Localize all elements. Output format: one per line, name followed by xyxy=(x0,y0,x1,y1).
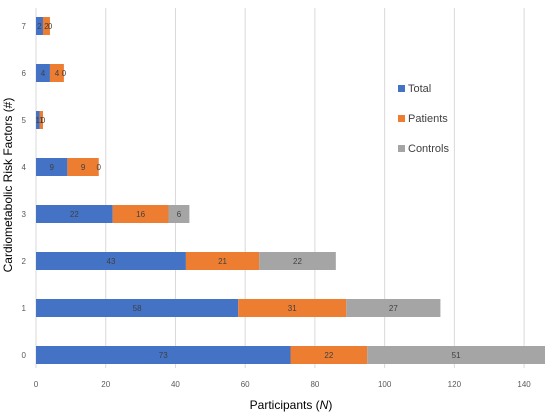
data-label: 0 xyxy=(41,116,46,125)
bar-patients-0 xyxy=(290,346,368,364)
bar-total-4 xyxy=(36,158,68,176)
data-label: 0 xyxy=(62,69,67,78)
data-label: 1 xyxy=(39,116,44,125)
data-label: 22 xyxy=(293,257,302,266)
data-label: 51 xyxy=(452,351,461,360)
legend: Total Patients Controls xyxy=(398,83,449,155)
legend-label: Total xyxy=(408,83,431,95)
data-label: 4 xyxy=(41,69,46,78)
y-tick-label: 1 xyxy=(22,304,27,313)
x-tick-label: 140 xyxy=(517,380,531,389)
x-tick-label: 40 xyxy=(171,380,180,389)
bar-controls-1 xyxy=(346,299,441,317)
bar-patients-3 xyxy=(112,205,169,223)
x-tick-label: 60 xyxy=(241,380,250,389)
legend-label: Patients xyxy=(408,113,448,125)
x-tick-label: 100 xyxy=(378,380,392,389)
x-axis-title: Participants (N) xyxy=(250,398,333,412)
data-label: 0 xyxy=(97,163,102,172)
x-tick-label: 20 xyxy=(101,380,110,389)
data-label: 2 xyxy=(44,22,49,31)
legend-swatch xyxy=(398,145,405,152)
x-tick-label: 80 xyxy=(310,380,319,389)
bar-controls-2 xyxy=(259,252,336,270)
bar-total-5 xyxy=(36,111,40,129)
x-tick-label: 120 xyxy=(448,380,462,389)
legend-swatch xyxy=(398,85,405,92)
data-label: 16 xyxy=(136,210,145,219)
data-label: 6 xyxy=(177,210,182,219)
bar-controls-3 xyxy=(168,205,190,223)
bar-total-2 xyxy=(36,252,186,270)
bar-patients-6 xyxy=(49,64,64,82)
data-label: 9 xyxy=(81,163,86,172)
bar-total-1 xyxy=(36,299,239,317)
y-tick-label: 6 xyxy=(22,69,27,78)
legend-label: Controls xyxy=(408,143,449,155)
bar-controls-0 xyxy=(367,346,545,364)
bar-patients-5 xyxy=(39,111,43,129)
data-label: 21 xyxy=(218,257,227,266)
bar-total-7 xyxy=(36,17,43,35)
y-tick-label: 4 xyxy=(22,163,27,172)
data-label: 43 xyxy=(107,257,116,266)
bar-total-0 xyxy=(36,346,291,364)
y-tick-label: 7 xyxy=(22,22,27,31)
bar-patients-1 xyxy=(238,299,347,317)
bar-total-6 xyxy=(36,64,50,82)
y-axis-ticks: 0 1 2 3 4 5 6 7 xyxy=(22,22,27,360)
data-label: 1 xyxy=(36,116,41,125)
y-tick-label: 2 xyxy=(22,257,27,266)
data-label: 58 xyxy=(133,304,142,313)
data-label: 31 xyxy=(288,304,297,313)
y-tick-label: 5 xyxy=(22,116,27,125)
x-tick-label: 0 xyxy=(34,380,39,389)
legend-swatch xyxy=(398,115,405,122)
y-tick-label: 3 xyxy=(22,210,27,219)
bar-patients-4 xyxy=(67,158,99,176)
bar-patients-7 xyxy=(42,17,50,35)
data-label: 4 xyxy=(55,69,60,78)
data-label: 9 xyxy=(49,163,54,172)
data-label: 27 xyxy=(389,304,398,313)
gridlines xyxy=(35,8,525,368)
data-label: 0 xyxy=(48,22,53,31)
data-label: 22 xyxy=(324,351,333,360)
x-axis-ticks: 0 20 40 60 80 100 120 140 xyxy=(34,380,532,389)
bar-patients-2 xyxy=(185,252,260,270)
bar-total-3 xyxy=(36,205,113,223)
y-axis-title: Cardiometabolic Risk Factors (#) xyxy=(1,98,15,273)
data-label: 2 xyxy=(37,22,42,31)
y-tick-label: 0 xyxy=(22,351,27,360)
data-label: 22 xyxy=(70,210,79,219)
data-label: 73 xyxy=(159,351,168,360)
